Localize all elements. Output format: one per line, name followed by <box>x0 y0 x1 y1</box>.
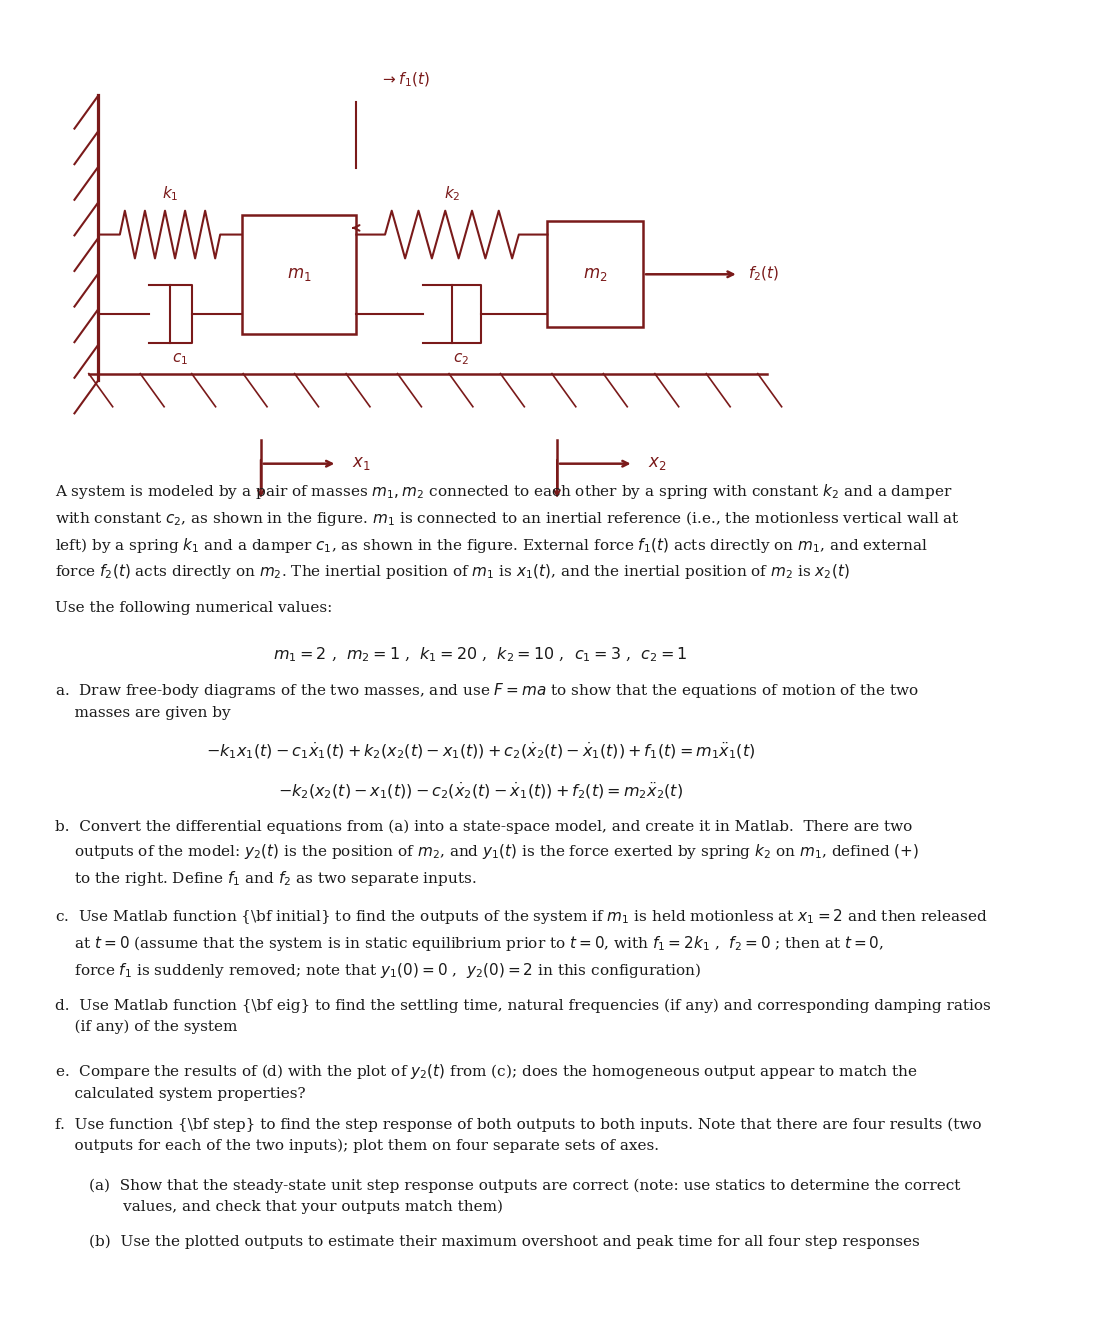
Text: (b)  Use the plotted outputs to estimate their maximum overshoot and peak time f: (b) Use the plotted outputs to estimate … <box>89 1234 920 1249</box>
Text: $f_2(t)$: $f_2(t)$ <box>748 265 780 283</box>
Text: A system is modeled by a pair of masses $m_1, m_2$ connected to each other by a : A system is modeled by a pair of masses … <box>56 483 960 581</box>
Text: $x_2$: $x_2$ <box>648 455 667 472</box>
Text: $c_2$: $c_2$ <box>453 351 470 367</box>
Text: $c_1$: $c_1$ <box>172 351 187 367</box>
Text: (a)  Show that the steady-state unit step response outputs are correct (note: us: (a) Show that the steady-state unit step… <box>89 1178 960 1214</box>
Text: b.  Convert the differential equations from (a) into a state-space model, and cr: b. Convert the differential equations fr… <box>56 821 920 887</box>
Bar <box>548 221 643 327</box>
Text: $m_2$: $m_2$ <box>583 266 608 283</box>
Text: $m_1 = 2$ ,  $m_2 = 1$ ,  $k_1 = 20$ ,  $k_2 = 10$ ,  $c_1 = 3$ ,  $c_2 = 1$: $m_1 = 2$ , $m_2 = 1$ , $k_1 = 20$ , $k_… <box>274 645 688 664</box>
Text: Use the following numerical values:: Use the following numerical values: <box>56 601 333 616</box>
Bar <box>242 214 356 334</box>
Text: $k_2$: $k_2$ <box>443 184 460 202</box>
Text: a.  Draw free-body diagrams of the two masses, and use $F = ma$ to show that the: a. Draw free-body diagrams of the two ma… <box>56 681 919 720</box>
Text: d.  Use Matlab function {\bf eig} to find the settling time, natural frequencies: d. Use Matlab function {\bf eig} to find… <box>56 999 991 1033</box>
Text: $m_1$: $m_1$ <box>287 266 311 283</box>
Text: $x_1$: $x_1$ <box>351 455 370 472</box>
Text: $-k_1 x_1(t) - c_1\dot{x}_1(t) + k_2(x_2(t) - x_1(t)) + c_2(\dot{x}_2(t) - \dot{: $-k_1 x_1(t) - c_1\dot{x}_1(t) + k_2(x_2… <box>206 741 756 761</box>
Text: $\rightarrow f_1(t)$: $\rightarrow f_1(t)$ <box>380 70 430 89</box>
Text: f.  Use function {\bf step} to find the step response of both outputs to both in: f. Use function {\bf step} to find the s… <box>56 1119 982 1153</box>
Text: $-k_2(x_2(t) - x_1(t)) - c_2(\dot{x}_2(t) - \dot{x}_1(t)) + f_2(t) = m_2\ddot{x}: $-k_2(x_2(t) - x_1(t)) - c_2(\dot{x}_2(t… <box>278 781 683 801</box>
Text: c.  Use Matlab function {\bf initial} to find the outputs of the system if $m_1$: c. Use Matlab function {\bf initial} to … <box>56 907 989 980</box>
Text: e.  Compare the results of (d) with the plot of $y_2(t)$ from (c); does the homo: e. Compare the results of (d) with the p… <box>56 1063 918 1101</box>
Text: $k_1$: $k_1$ <box>162 184 178 202</box>
